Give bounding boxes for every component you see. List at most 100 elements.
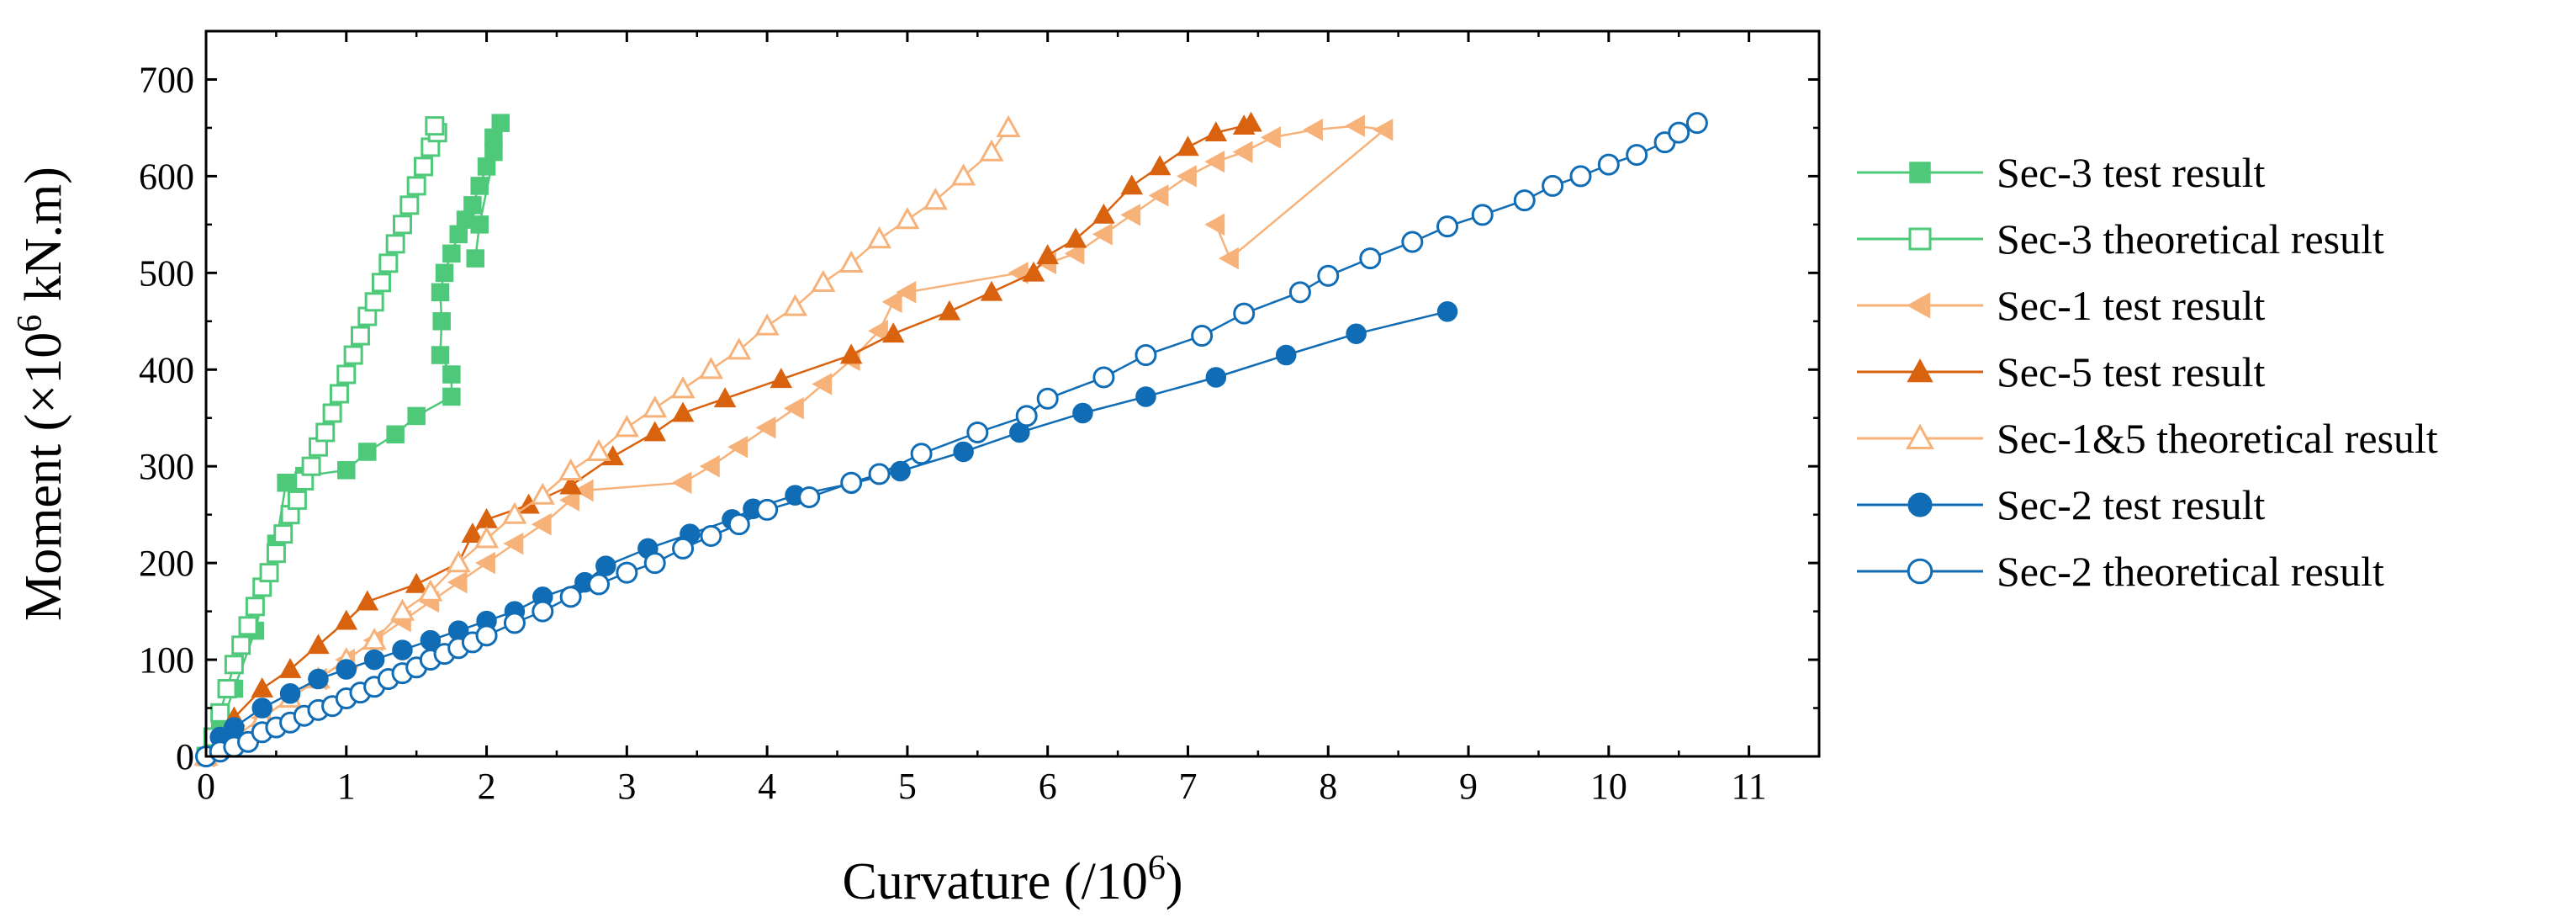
x-tick-label: 6 xyxy=(1039,766,1057,807)
data-point xyxy=(896,281,917,304)
data-point xyxy=(812,373,833,395)
legend-label: Sec-3 theoretical result xyxy=(1997,215,2384,263)
legend: Sec-3 test result Sec-3 theoretical resul… xyxy=(1857,149,2438,595)
data-point xyxy=(754,313,780,336)
data-point xyxy=(1513,189,1536,212)
data-point xyxy=(1022,261,1045,282)
data-point xyxy=(259,563,279,583)
data-point xyxy=(670,376,696,399)
data-point xyxy=(431,283,450,302)
legend-item: Sec-5 test result xyxy=(1857,348,2265,395)
data-point xyxy=(251,677,273,698)
data-point xyxy=(1626,144,1648,167)
legend-swatch-marker xyxy=(1909,162,1931,183)
data-point xyxy=(442,244,461,263)
data-point xyxy=(881,290,902,314)
data-point xyxy=(405,572,428,593)
data-point xyxy=(335,609,358,630)
data-point xyxy=(867,226,892,249)
x-tick-label: 2 xyxy=(478,766,496,807)
data-point xyxy=(362,627,387,650)
data-point xyxy=(559,489,579,512)
data-point xyxy=(643,421,666,442)
data-point xyxy=(1233,302,1256,325)
data-point xyxy=(727,337,752,360)
legend-swatch-marker xyxy=(1907,358,1933,383)
data-point xyxy=(979,139,1004,162)
data-point xyxy=(1064,242,1085,265)
y-tick-label: 500 xyxy=(139,252,194,294)
data-point xyxy=(1685,112,1708,135)
data-point xyxy=(337,461,356,480)
data-point xyxy=(1317,264,1340,287)
data-point xyxy=(432,312,451,331)
data-point xyxy=(1542,174,1564,197)
data-point xyxy=(1092,366,1115,389)
data-point xyxy=(1148,184,1169,207)
y-tick-label: 400 xyxy=(139,349,194,390)
data-point xyxy=(1015,405,1038,427)
data-point xyxy=(392,215,412,235)
data-point xyxy=(1135,344,1157,367)
data-point xyxy=(923,188,948,210)
data-point xyxy=(364,292,384,312)
series-sec-5-test-result xyxy=(194,111,1262,766)
data-point xyxy=(1401,231,1424,253)
x-axis-title-main: Curvature (/10 xyxy=(843,853,1148,910)
legend-swatch-marker xyxy=(1907,558,1933,585)
data-point xyxy=(418,579,443,602)
data-point xyxy=(838,250,864,273)
data-point xyxy=(446,550,471,573)
data-point xyxy=(350,326,370,346)
data-point xyxy=(1204,150,1225,173)
data-point xyxy=(277,473,295,492)
data-point xyxy=(811,269,836,292)
data-point xyxy=(1373,118,1394,141)
data-point xyxy=(1036,244,1059,264)
data-point xyxy=(308,668,329,690)
x-tick-label: 1 xyxy=(337,766,356,807)
data-point xyxy=(1148,155,1172,176)
data-point xyxy=(1232,141,1253,163)
data-point xyxy=(217,679,237,699)
data-point xyxy=(447,570,468,594)
y-tick-label: 100 xyxy=(139,639,194,681)
data-point xyxy=(273,524,294,544)
data-point xyxy=(1177,135,1199,156)
x-tick-label: 10 xyxy=(1590,766,1627,807)
data-point xyxy=(1240,111,1262,132)
data-point xyxy=(1191,325,1214,347)
data-point xyxy=(1275,344,1297,366)
data-point xyxy=(1471,204,1494,226)
data-point xyxy=(389,598,415,621)
data-point xyxy=(336,659,357,680)
x-tick-label: 8 xyxy=(1319,766,1337,807)
legend-label: Sec-5 test result xyxy=(1997,348,2265,395)
data-point xyxy=(839,343,863,364)
series-line xyxy=(205,125,1387,758)
data-point xyxy=(1346,323,1367,344)
data-point xyxy=(614,415,639,438)
data-point xyxy=(671,401,695,422)
data-point xyxy=(502,501,527,524)
data-point xyxy=(1120,174,1144,195)
data-point xyxy=(407,406,426,426)
x-axis-title-sup: 6 xyxy=(1148,849,1166,888)
data-point xyxy=(1205,367,1227,388)
data-point xyxy=(1204,213,1225,236)
data-point xyxy=(727,513,750,536)
x-axis-title: Curvature (/106) xyxy=(843,849,1183,910)
data-point xyxy=(1668,121,1690,144)
data-point xyxy=(378,253,399,273)
data-point xyxy=(386,425,405,444)
y-tick-label: 200 xyxy=(139,543,194,584)
data-point xyxy=(643,552,666,575)
data-point xyxy=(840,471,863,494)
x-tick-label: 0 xyxy=(197,766,215,807)
data-point xyxy=(1288,281,1311,304)
data-point xyxy=(782,294,808,316)
legend-label: Sec-3 test result xyxy=(1997,149,2265,196)
data-point xyxy=(531,512,552,536)
data-point xyxy=(1359,247,1382,270)
data-point xyxy=(1092,223,1113,246)
